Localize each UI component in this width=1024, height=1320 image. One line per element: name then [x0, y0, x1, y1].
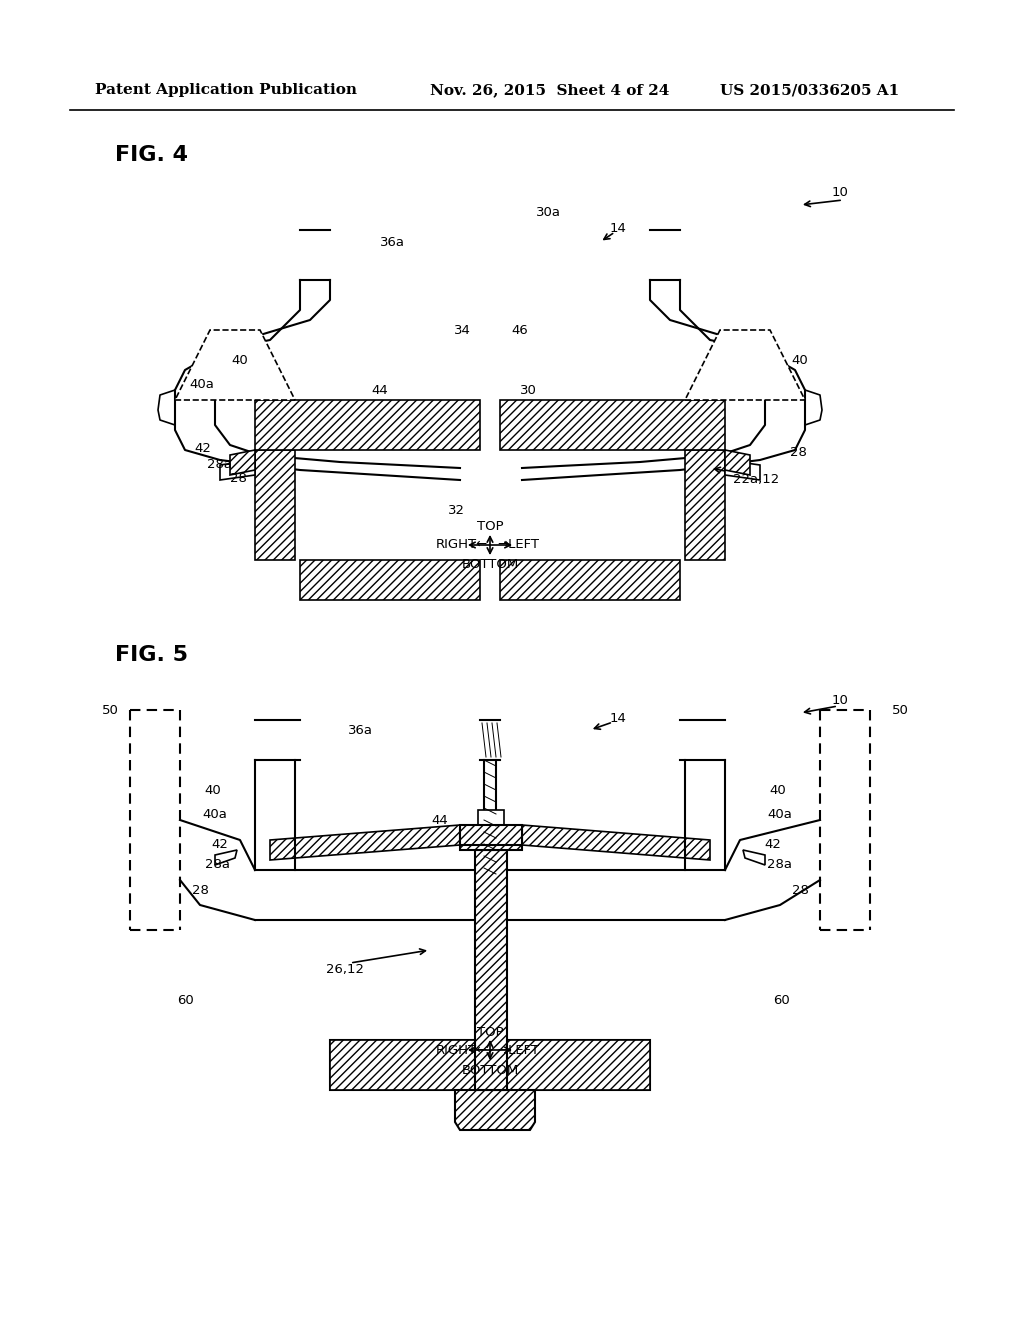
- Text: 26,12: 26,12: [326, 964, 364, 977]
- Polygon shape: [255, 400, 480, 450]
- Text: 22a,12: 22a,12: [733, 474, 779, 487]
- Text: Nov. 26, 2015  Sheet 4 of 24: Nov. 26, 2015 Sheet 4 of 24: [430, 83, 670, 96]
- Polygon shape: [685, 330, 805, 400]
- Text: 32: 32: [447, 503, 465, 516]
- Polygon shape: [725, 450, 750, 475]
- Text: 40: 40: [792, 354, 808, 367]
- Text: →LEFT: →LEFT: [497, 1044, 539, 1056]
- Text: 14: 14: [609, 222, 627, 235]
- Text: 40a: 40a: [203, 808, 227, 821]
- Polygon shape: [330, 1040, 650, 1090]
- Text: 46: 46: [512, 323, 528, 337]
- Text: 44: 44: [432, 813, 449, 826]
- Text: →LEFT: →LEFT: [497, 539, 539, 552]
- Polygon shape: [685, 450, 725, 560]
- Text: 40: 40: [231, 354, 249, 367]
- Polygon shape: [330, 1040, 475, 1090]
- Text: BOTTOM: BOTTOM: [462, 1064, 518, 1077]
- Text: 42: 42: [765, 838, 781, 851]
- Text: RIGHT←: RIGHT←: [436, 1044, 488, 1056]
- Polygon shape: [220, 459, 255, 480]
- Text: 10: 10: [831, 693, 849, 706]
- Text: BOTTOM: BOTTOM: [462, 558, 518, 572]
- Text: 28a: 28a: [768, 858, 793, 871]
- Polygon shape: [725, 459, 760, 480]
- Text: US 2015/0336205 A1: US 2015/0336205 A1: [720, 83, 899, 96]
- Text: 42: 42: [212, 838, 228, 851]
- Polygon shape: [743, 850, 765, 865]
- Text: 42: 42: [195, 441, 211, 454]
- Text: RIGHT←: RIGHT←: [436, 539, 488, 552]
- Text: 28a: 28a: [206, 858, 230, 871]
- Text: TOP: TOP: [477, 520, 504, 533]
- Polygon shape: [230, 450, 255, 475]
- Text: 60: 60: [773, 994, 791, 1006]
- Text: 44: 44: [372, 384, 388, 396]
- Polygon shape: [175, 330, 295, 400]
- Polygon shape: [300, 560, 480, 601]
- Text: 60: 60: [176, 994, 194, 1006]
- Polygon shape: [500, 400, 725, 450]
- Text: 50: 50: [101, 704, 119, 717]
- Text: 28: 28: [191, 883, 209, 896]
- Text: FIG. 4: FIG. 4: [115, 145, 188, 165]
- Text: 36a: 36a: [347, 723, 373, 737]
- Polygon shape: [270, 825, 460, 861]
- Text: TOP: TOP: [477, 1026, 504, 1039]
- Text: 40: 40: [205, 784, 221, 796]
- Polygon shape: [522, 825, 710, 861]
- Text: 34: 34: [454, 323, 470, 337]
- Text: 28: 28: [229, 471, 247, 484]
- Text: 40a: 40a: [189, 379, 214, 392]
- Text: Patent Application Publication: Patent Application Publication: [95, 83, 357, 96]
- Text: 28a: 28a: [208, 458, 232, 471]
- Text: 28: 28: [792, 883, 808, 896]
- Text: 40: 40: [770, 784, 786, 796]
- Polygon shape: [455, 1090, 535, 1130]
- Polygon shape: [215, 850, 237, 865]
- Text: 14: 14: [609, 711, 627, 725]
- Text: FIG. 5: FIG. 5: [115, 645, 188, 665]
- Text: 30: 30: [519, 384, 537, 396]
- Text: 30a: 30a: [536, 206, 560, 219]
- Text: 28: 28: [790, 446, 807, 459]
- Polygon shape: [475, 850, 507, 1090]
- Polygon shape: [255, 450, 295, 560]
- Text: 50: 50: [892, 704, 908, 717]
- Polygon shape: [478, 810, 504, 830]
- Text: 10: 10: [831, 186, 849, 199]
- Polygon shape: [500, 560, 680, 601]
- Polygon shape: [460, 825, 522, 845]
- Polygon shape: [507, 1040, 650, 1090]
- Text: 36a: 36a: [380, 235, 404, 248]
- Polygon shape: [460, 830, 522, 850]
- Text: 40a: 40a: [768, 808, 793, 821]
